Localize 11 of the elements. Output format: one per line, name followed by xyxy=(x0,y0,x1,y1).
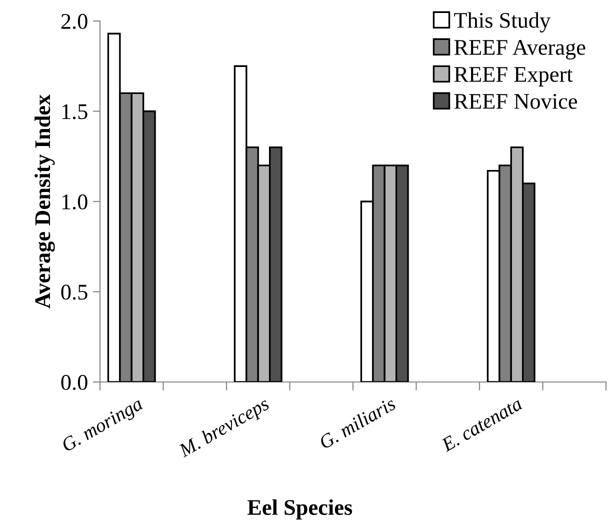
x-axis-title: Eel Species xyxy=(247,499,352,520)
y-tick-label: 1.5 xyxy=(62,104,88,120)
legend-label: This Study xyxy=(454,12,551,32)
y-tick-label: 2.0 xyxy=(61,14,88,30)
legend-label: REEF Expert xyxy=(454,67,573,86)
y-axis-title: Average Density Index xyxy=(34,94,55,308)
y-tick-label: 1.0 xyxy=(62,194,88,210)
y-tick-label: 0.5 xyxy=(61,284,88,300)
y-tick-label: 0.0 xyxy=(61,374,88,390)
legend-label: REEF Average xyxy=(454,40,586,60)
legend-label: REEF Novice xyxy=(454,94,577,109)
